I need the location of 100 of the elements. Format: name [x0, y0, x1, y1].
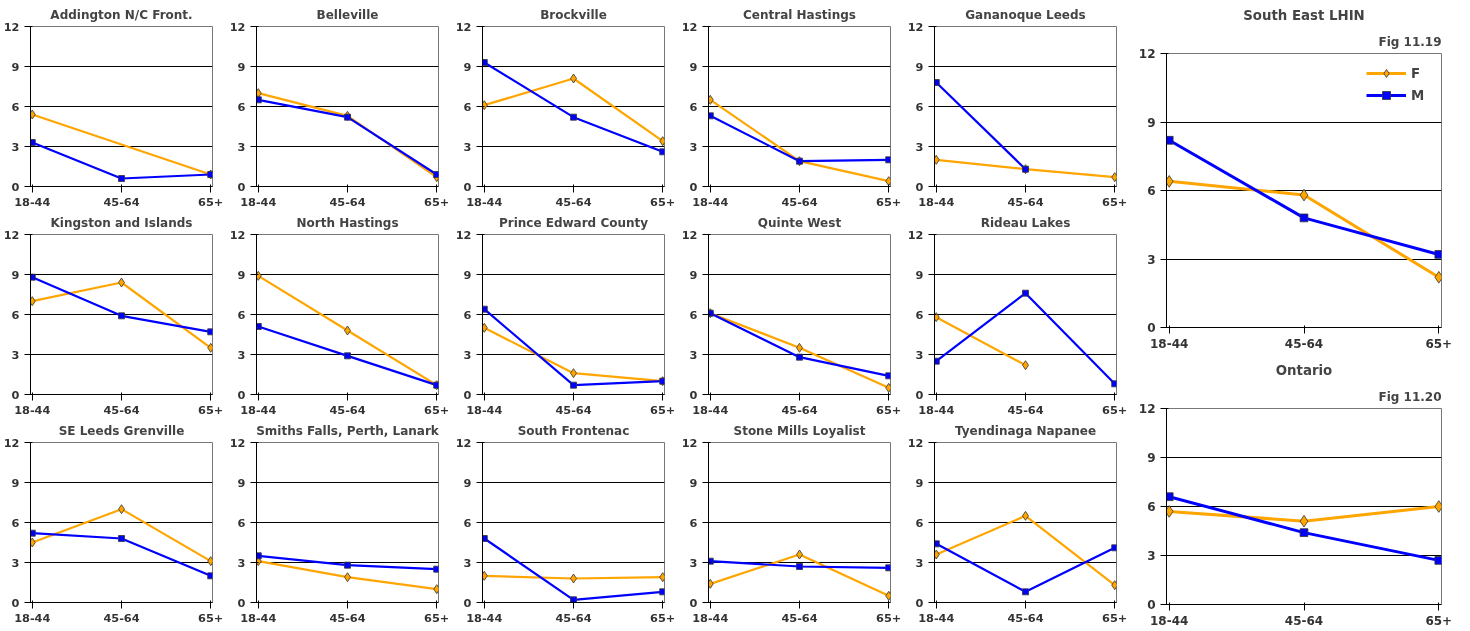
y-tick-label: 12 — [3, 435, 20, 450]
chart-title: South Frontenac — [517, 423, 630, 438]
y-tick-label: 12 — [229, 435, 246, 450]
y-tick-label: 9 — [689, 59, 698, 74]
x-tick-label: 45-64 — [1284, 613, 1324, 628]
y-tick-label: 3 — [915, 347, 924, 362]
y-tick-label: 0 — [689, 387, 698, 402]
chart-title: Brockville — [540, 7, 607, 22]
y-tick-label: 3 — [463, 347, 472, 362]
y-tick-label: 9 — [237, 267, 246, 282]
y-tick-label: 0 — [237, 179, 246, 194]
x-tick-label: 18-44 — [918, 610, 955, 625]
y-tick-label: 12 — [3, 19, 20, 34]
y-tick-label: 0 — [1147, 598, 1156, 612]
x-tick-label: 65+ — [1425, 336, 1453, 351]
y-tick-label: 3 — [689, 555, 698, 570]
y-tick-label: 0 — [915, 387, 924, 402]
x-tick-label: 65+ — [876, 194, 902, 209]
y-tick-label: 0 — [463, 387, 472, 402]
x-tick-label: 65+ — [876, 402, 902, 417]
x-tick-label: 65+ — [1102, 610, 1128, 625]
chart-title: SE Leeds Grenville — [58, 423, 185, 438]
x-tick-label: 45-64 — [329, 194, 366, 209]
x-tick-label: 65+ — [1102, 194, 1128, 209]
chart-title: Tyendinaga Napanee — [954, 423, 1097, 438]
y-tick-label: 12 — [1138, 402, 1156, 416]
chart-title: Rideau Lakes — [980, 215, 1071, 230]
y-tick-label: 12 — [907, 19, 924, 34]
y-tick-label: 12 — [907, 227, 924, 242]
legend-label: F — [1411, 65, 1422, 81]
y-tick-label: 3 — [463, 139, 472, 154]
y-tick-label: 6 — [915, 307, 924, 322]
chart-title: Addington N/C Front. — [50, 7, 193, 22]
y-tick-label: 0 — [237, 387, 246, 402]
y-tick-label: 6 — [689, 99, 698, 114]
x-tick-label: 18-44 — [692, 402, 729, 417]
y-tick-label: 12 — [681, 435, 698, 450]
x-tick-label: 45-64 — [555, 194, 592, 209]
y-tick-label: 12 — [3, 227, 20, 242]
x-tick-label: 45-64 — [555, 402, 592, 417]
y-tick-label: 6 — [237, 99, 246, 114]
x-tick-label: 18-44 — [14, 610, 51, 625]
x-tick-label: 65+ — [198, 194, 224, 209]
y-tick-label: 12 — [681, 19, 698, 34]
x-tick-label: 18-44 — [240, 194, 277, 209]
x-tick-label: 65+ — [1102, 402, 1128, 417]
chart-title: Quinte West — [757, 215, 842, 230]
x-tick-label: 65+ — [198, 402, 224, 417]
y-tick-label: 9 — [463, 59, 472, 74]
y-tick-label: 3 — [1147, 549, 1156, 563]
x-tick-label: 18-44 — [466, 194, 503, 209]
x-tick-label: 45-64 — [555, 610, 592, 625]
y-tick-label: 6 — [11, 307, 20, 322]
y-tick-label: 9 — [11, 267, 20, 282]
y-tick-label: 6 — [463, 99, 472, 114]
y-tick-label: 0 — [689, 179, 698, 194]
y-tick-label: 12 — [907, 435, 924, 450]
y-tick-label: 9 — [915, 475, 924, 490]
legend-label: M — [1411, 87, 1426, 103]
y-tick-label: 9 — [463, 475, 472, 490]
x-tick-label: 45-64 — [1007, 402, 1044, 417]
x-tick-label: 45-64 — [781, 402, 818, 417]
y-tick-label: 0 — [11, 387, 20, 402]
y-tick-label: 3 — [11, 555, 20, 570]
y-tick-label: 3 — [237, 555, 246, 570]
chart-title: Stone Mills Loyalist — [733, 423, 866, 438]
y-tick-label: 0 — [689, 595, 698, 610]
y-tick-label: 3 — [689, 139, 698, 154]
y-tick-label: 3 — [915, 555, 924, 570]
x-tick-label: 45-64 — [781, 194, 818, 209]
x-tick-label: 45-64 — [329, 610, 366, 625]
y-tick-label: 0 — [11, 595, 20, 610]
y-tick-label: 9 — [237, 475, 246, 490]
y-tick-label: 0 — [915, 179, 924, 194]
y-tick-label: 6 — [11, 99, 20, 114]
y-tick-label: 9 — [1147, 115, 1156, 130]
y-tick-label: 9 — [915, 267, 924, 282]
y-tick-label: 3 — [915, 139, 924, 154]
y-tick-label: 0 — [463, 179, 472, 194]
y-tick-label: 0 — [237, 595, 246, 610]
chart-title: Ontario — [1275, 362, 1333, 378]
y-tick-label: 6 — [915, 515, 924, 530]
y-tick-label: 9 — [689, 475, 698, 490]
y-tick-label: 6 — [237, 307, 246, 322]
chart-title: South East LHIN — [1243, 7, 1365, 23]
x-tick-label: 18-44 — [918, 194, 955, 209]
x-tick-label: 45-64 — [781, 610, 818, 625]
y-tick-label: 9 — [689, 267, 698, 282]
x-tick-label: 45-64 — [1007, 610, 1044, 625]
x-tick-label: 45-64 — [1007, 194, 1044, 209]
y-tick-label: 12 — [455, 19, 472, 34]
x-tick-label: 65+ — [424, 194, 450, 209]
x-tick-label: 18-44 — [14, 194, 51, 209]
chart-title: Prince Edward County — [498, 215, 649, 230]
y-tick-label: 9 — [237, 59, 246, 74]
chart-title: North Hastings — [296, 215, 399, 230]
x-tick-label: 45-64 — [103, 194, 140, 209]
x-tick-label: 18-44 — [918, 402, 955, 417]
y-tick-label: 6 — [11, 515, 20, 530]
y-tick-label: 6 — [1147, 500, 1156, 514]
